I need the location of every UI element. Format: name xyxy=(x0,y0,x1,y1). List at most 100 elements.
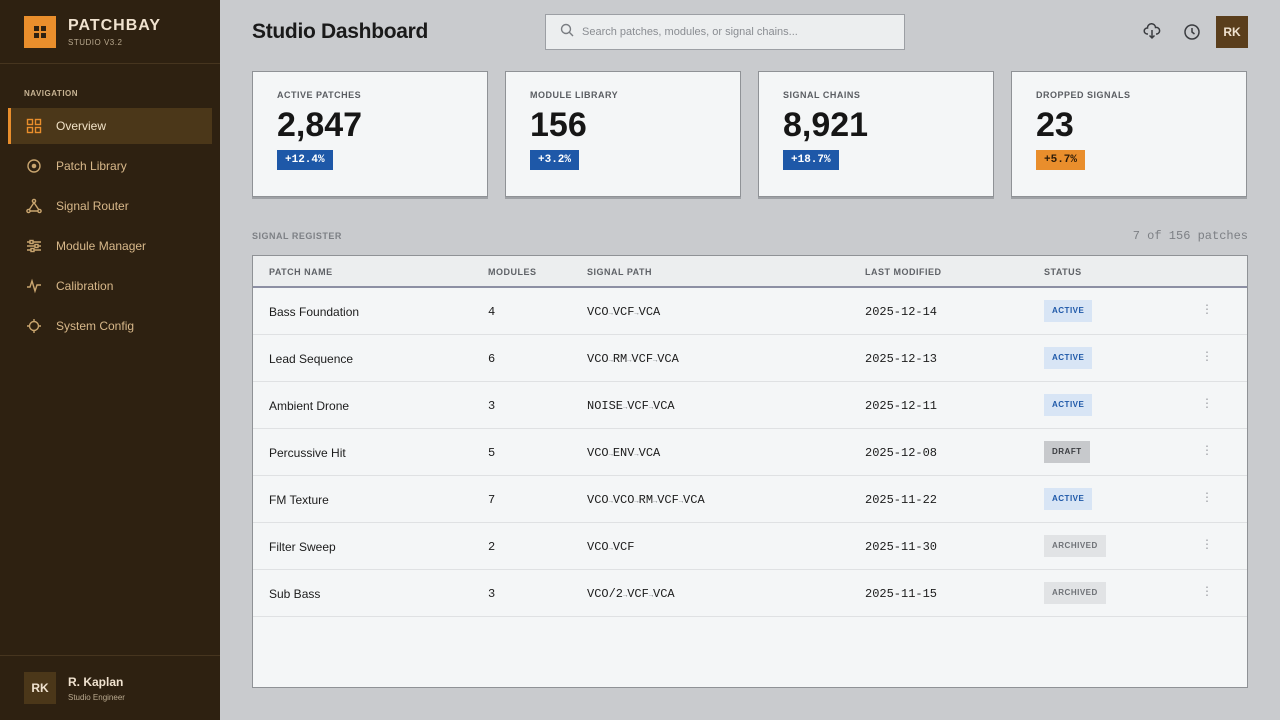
sidebar-item-label: Calibration xyxy=(56,279,114,293)
patch-name: Sub Bass xyxy=(269,587,321,601)
signal-node: VCA xyxy=(657,352,679,366)
last-modified: 2025-11-30 xyxy=(865,540,938,554)
module-count: 6 xyxy=(488,352,496,366)
module-count: 4 xyxy=(488,305,496,319)
sidebar-item-label: Overview xyxy=(56,119,107,133)
last-modified: 2025-11-22 xyxy=(865,493,938,507)
arrow-right-icon: → xyxy=(623,404,628,412)
table-body: Bass Foundation 4 VCO→VCF→VCA 2025-12-14 ACT… xyxy=(253,288,1247,617)
status-cell: ACTIVE xyxy=(1044,300,1093,322)
sidebar-item-label: Module Manager xyxy=(56,239,147,253)
table-row[interactable]: Bass Foundation 4 VCO→VCF→VCA 2025-12-14 ACT… xyxy=(253,288,1247,335)
arrow-right-icon: → xyxy=(634,310,639,318)
signal-path: VCO→VCF→VCA xyxy=(587,305,660,319)
header-avatar[interactable]: RK xyxy=(1216,16,1248,48)
sidebar-item-patch-library[interactable]: Patch Library xyxy=(8,148,212,184)
signal-node: VCO xyxy=(587,540,609,554)
circle-dot-icon xyxy=(26,158,42,174)
sidebar: PATCHBAY STUDIO V3.2 NAVIGATION Overview… xyxy=(0,0,220,720)
signal-path: NOISE→VCF→VCA xyxy=(587,399,675,413)
signal-node: VCA xyxy=(653,399,675,413)
column-header-last-modified[interactable]: LAST MODIFIED xyxy=(865,267,942,277)
pulse-icon xyxy=(26,278,42,294)
cloud-sync-icon[interactable] xyxy=(1142,22,1162,42)
signal-path: VCO→ENV→VCA xyxy=(587,446,660,460)
sidebar-item-system-config[interactable]: System Config xyxy=(8,308,212,344)
status-cell: ACTIVE xyxy=(1044,347,1093,369)
sidebar-item-calibration[interactable]: Calibration xyxy=(8,268,212,304)
user-role: Studio Engineer xyxy=(68,692,125,702)
user-name: R. Kaplan xyxy=(68,674,124,689)
signal-path: VCO→VCF xyxy=(587,540,634,554)
patch-name: Lead Sequence xyxy=(269,352,354,366)
table-header: PATCH NAME MODULES SIGNAL PATH LAST MODI… xyxy=(253,256,1247,288)
column-header-signal-path[interactable]: SIGNAL PATH xyxy=(587,267,653,277)
arrow-right-icon: → xyxy=(608,545,613,553)
signal-node: VCF xyxy=(657,493,679,507)
module-count: 7 xyxy=(488,493,496,507)
signal-node: VCO xyxy=(587,305,609,319)
stat-card-dropped-signals[interactable]: DROPPED SIGNALS 23 +5.7% xyxy=(1011,71,1247,197)
more-options-icon[interactable]: ⋮ xyxy=(1201,490,1213,504)
signal-node: VCO/2 xyxy=(587,587,624,601)
sidebar-item-overview[interactable]: Overview xyxy=(8,108,212,144)
table-row[interactable]: Percussive Hit 5 VCO→ENV→VCA 2025-12-08 DRAF… xyxy=(253,429,1247,476)
arrow-right-icon: → xyxy=(653,357,658,365)
arrow-right-icon: → xyxy=(678,498,684,506)
arrow-right-icon: → xyxy=(634,498,639,506)
status-cell: DRAFT xyxy=(1044,441,1090,463)
history-clock-icon[interactable] xyxy=(1182,22,1202,42)
arrow-right-icon: → xyxy=(608,451,613,459)
sidebar-item-label: Patch Library xyxy=(56,159,127,173)
sidebar-item-label: Signal Router xyxy=(56,199,129,213)
last-modified: 2025-12-11 xyxy=(865,399,938,413)
status-badge: ACTIVE xyxy=(1044,300,1093,322)
status-cell: ARCHIVED xyxy=(1044,535,1106,557)
arrow-right-icon: → xyxy=(648,592,654,600)
sidebar-nav: Overview Patch Library Signal Router Mod… xyxy=(8,108,212,348)
status-badge: ARCHIVED xyxy=(1044,535,1106,557)
brand-logo-icon[interactable] xyxy=(24,15,56,48)
signal-node: VCA xyxy=(683,493,705,507)
signal-node: VCA xyxy=(638,446,661,460)
stat-card-module-library[interactable]: MODULE LIBRARY 156 +3.2% xyxy=(505,71,741,197)
signal-node: VCF xyxy=(612,305,635,319)
stat-card-active-patches[interactable]: ACTIVE PATCHES 2,847 +12.4% xyxy=(252,71,488,197)
user-profile[interactable]: RK R. Kaplan Studio Engineer xyxy=(0,655,220,720)
more-options-icon[interactable]: ⋮ xyxy=(1201,443,1213,457)
module-count: 3 xyxy=(488,399,496,413)
more-options-icon[interactable]: ⋮ xyxy=(1201,537,1213,551)
nav-heading: NAVIGATION xyxy=(24,89,79,98)
arrow-right-icon: → xyxy=(608,357,613,365)
signal-node: VCO xyxy=(587,493,609,507)
table-row[interactable]: Sub Bass 3 VCO/2→VCF→VCA 2025-11-15 ARCHIVED… xyxy=(253,570,1247,617)
sidebar-item-signal-router[interactable]: Signal Router xyxy=(8,188,212,224)
stat-label: ACTIVE PATCHES xyxy=(277,90,362,100)
stat-delta-badge: +5.7% xyxy=(1036,150,1086,170)
arrow-right-icon: → xyxy=(608,310,613,318)
stat-card-signal-chains[interactable]: SIGNAL CHAINS 8,921 +18.7% xyxy=(758,71,994,197)
more-options-icon[interactable]: ⋮ xyxy=(1201,396,1213,410)
more-options-icon[interactable]: ⋮ xyxy=(1201,302,1213,316)
column-header-patch-name[interactable]: PATCH NAME xyxy=(269,267,333,277)
module-count: 2 xyxy=(488,540,496,554)
stat-label: SIGNAL CHAINS xyxy=(783,90,861,100)
status-cell: ARCHIVED xyxy=(1044,582,1106,604)
patch-name: Filter Sweep xyxy=(269,540,336,554)
table-row[interactable]: Lead Sequence 6 VCO→RM→VCF→VCA 2025-12-13 AC… xyxy=(253,335,1247,382)
sidebar-item-module-manager[interactable]: Module Manager xyxy=(8,228,212,264)
status-cell: ACTIVE xyxy=(1044,394,1093,416)
crosshair-icon xyxy=(26,318,42,334)
column-header-status[interactable]: STATUS xyxy=(1044,267,1082,277)
table-row[interactable]: FM Texture 7 VCO→VCO→RM→VCF→VCA 2025-11-22 A… xyxy=(253,476,1247,523)
patch-name: Ambient Drone xyxy=(269,399,350,413)
more-options-icon[interactable]: ⋮ xyxy=(1201,584,1213,598)
stat-value: 23 xyxy=(1036,106,1074,144)
signal-node: RM xyxy=(612,352,628,366)
table-row[interactable]: Ambient Drone 3 NOISE→VCF→VCA 2025-12-11 ACT… xyxy=(253,382,1247,429)
table-row[interactable]: Filter Sweep 2 VCO→VCF 2025-11-30 ARCHIVED ⋮ xyxy=(253,523,1247,570)
search-input[interactable]: Search patches, modules, or signal chain… xyxy=(545,14,905,50)
more-options-icon[interactable]: ⋮ xyxy=(1201,349,1213,363)
column-header-modules[interactable]: MODULES xyxy=(488,267,537,277)
signal-node: VCF xyxy=(627,587,649,601)
